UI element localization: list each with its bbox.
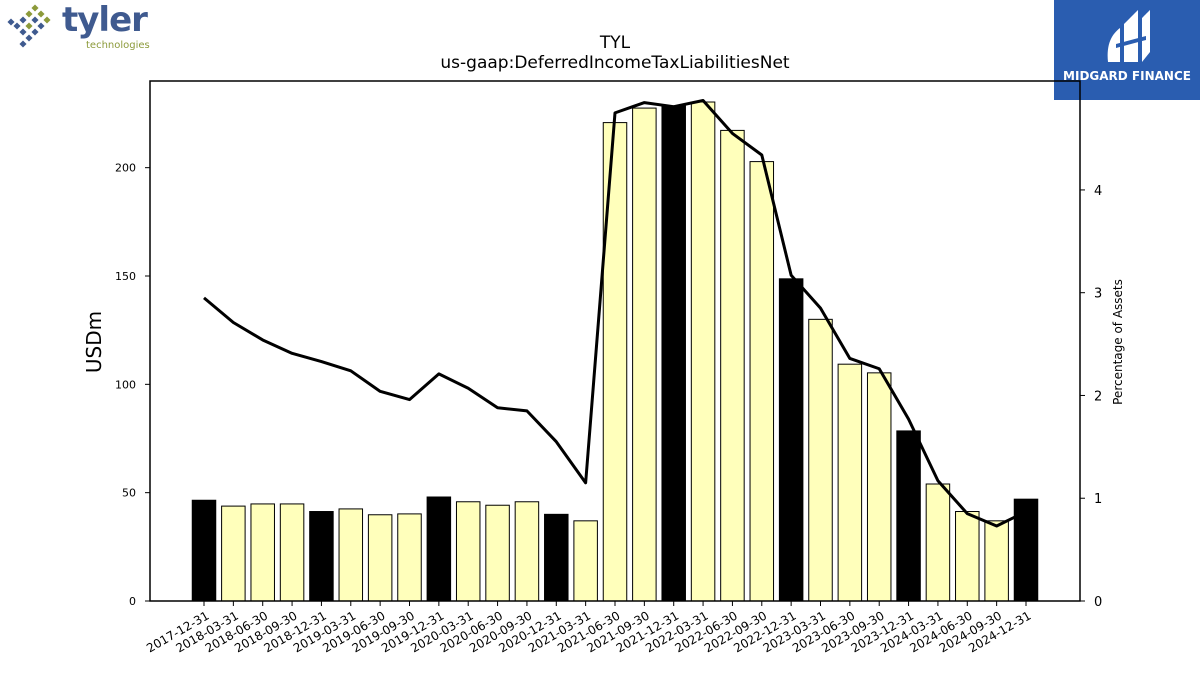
chart-title: TYL: [599, 33, 631, 53]
logo-dot: [7, 18, 15, 26]
logo-dot: [25, 22, 33, 30]
y-axis-label: USDm: [82, 311, 106, 373]
chart-subtitle: us-gaap:DeferredIncomeTaxLiabilitiesNet: [440, 53, 790, 73]
tyler-tagline: technologies: [86, 40, 150, 51]
series-line: [203, 99, 1027, 528]
logo-dot: [19, 16, 27, 24]
y-tick-label: 0: [129, 595, 136, 608]
bar: [661, 105, 686, 602]
bar: [544, 513, 569, 602]
bar: [896, 430, 921, 602]
bar: [309, 511, 334, 602]
tyler-dots-icon: [7, 4, 51, 48]
bar: [191, 499, 217, 602]
bar: [485, 504, 510, 602]
bar: [690, 101, 716, 602]
logo-dot: [13, 22, 21, 30]
bar: [720, 129, 745, 602]
tyler-logo: tyler technologies: [4, 0, 154, 54]
bar: [925, 483, 951, 602]
bar: [808, 318, 833, 602]
bar: [955, 511, 980, 602]
midgard-emblem-icon: [1107, 10, 1150, 62]
line-group: [203, 99, 1027, 528]
y-tick-label: 50: [122, 487, 136, 500]
y2-tick-label: 2: [1094, 389, 1102, 404]
bar: [279, 503, 305, 602]
y2-tick-label: 0: [1094, 595, 1102, 610]
bar: [866, 372, 892, 602]
y2-tick-label: 1: [1094, 492, 1102, 507]
bar: [514, 501, 540, 602]
tyler-wordmark: tyler: [62, 0, 148, 40]
y2-tick-label: 3: [1094, 287, 1102, 302]
logo-dot: [25, 10, 33, 18]
bar: [573, 520, 598, 602]
bar: [250, 503, 275, 602]
bar: [455, 501, 481, 602]
bar: [984, 520, 1009, 602]
bar: [397, 513, 422, 602]
bar: [837, 363, 863, 602]
bar: [338, 508, 364, 602]
bar: [749, 161, 775, 602]
y2-tick-label: 4: [1094, 184, 1102, 199]
bar: [367, 514, 393, 602]
y-tick-label: 100: [115, 378, 136, 391]
bar: [632, 107, 657, 602]
bars-group: [191, 101, 1039, 602]
midgard-finance-logo: MIDGARD FINANCE: [1054, 0, 1200, 100]
bar: [426, 496, 452, 602]
midgard-name: MIDGARD FINANCE: [1063, 69, 1191, 83]
y-tick-label: 200: [115, 162, 136, 175]
bar: [602, 122, 628, 602]
bar: [221, 505, 246, 602]
y2-axis-label: Percentage of Assets: [1111, 279, 1125, 405]
y-tick-label: 150: [115, 270, 136, 283]
bar: [778, 278, 804, 602]
